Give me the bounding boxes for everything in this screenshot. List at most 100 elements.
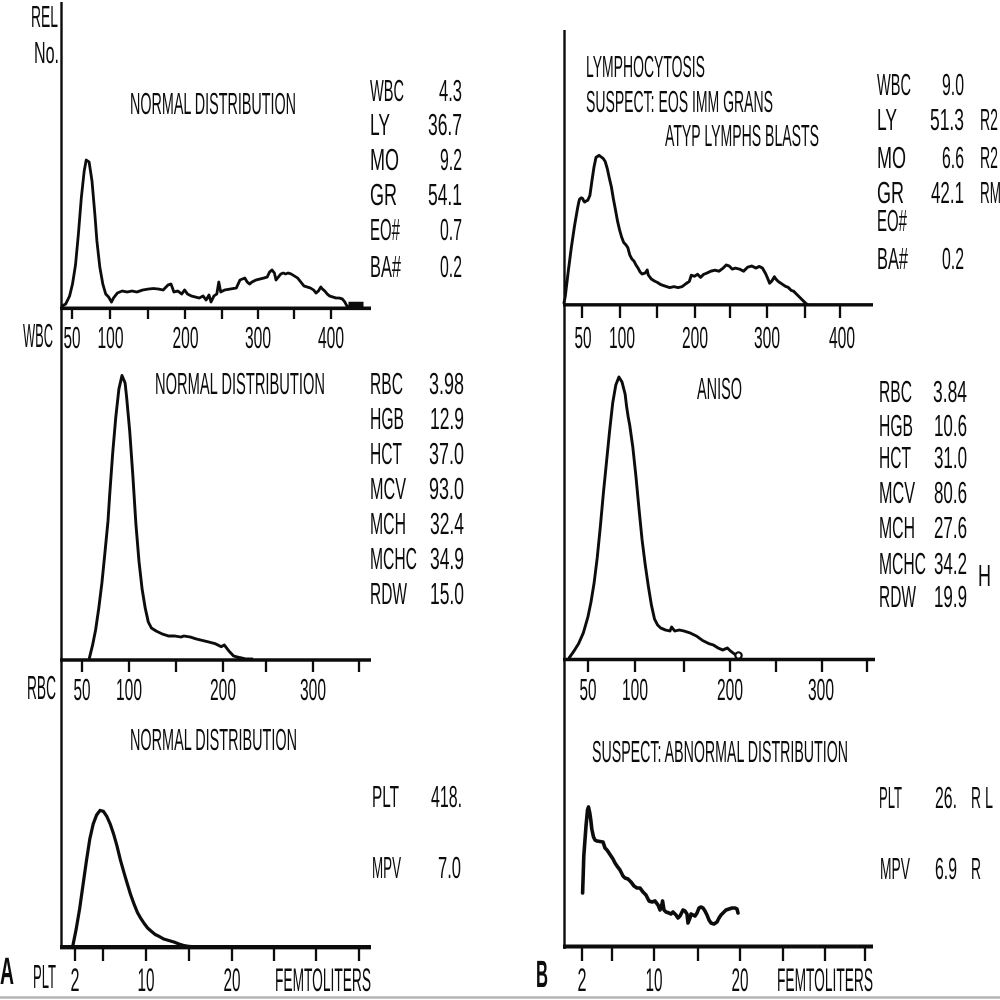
svg-text:MCH: MCH <box>879 511 915 545</box>
svg-text:RBC: RBC <box>370 367 403 401</box>
svg-text:HGB: HGB <box>879 409 913 443</box>
svg-text:42.1: 42.1 <box>931 176 964 210</box>
svg-text:19.9: 19.9 <box>934 580 967 614</box>
svg-text:50: 50 <box>74 672 91 707</box>
svg-text:6.9: 6.9 <box>935 852 957 886</box>
svg-text:34.2: 34.2 <box>934 547 967 581</box>
svg-text:200: 200 <box>173 320 199 355</box>
svg-text:EO#: EO# <box>370 213 400 247</box>
svg-text:0.2: 0.2 <box>440 250 462 284</box>
svg-text:FEMTOLITERS: FEMTOLITERS <box>777 962 873 998</box>
svg-text:50: 50 <box>580 672 597 707</box>
svg-text:WBC: WBC <box>877 68 911 102</box>
svg-text:A: A <box>0 951 14 993</box>
svg-text:RBC: RBC <box>879 375 912 409</box>
svg-text:6.6: 6.6 <box>942 141 964 175</box>
svg-text:L: L <box>985 781 993 815</box>
svg-text:20: 20 <box>224 962 241 998</box>
svg-text:50: 50 <box>575 320 592 355</box>
svg-text:400: 400 <box>829 320 855 355</box>
svg-text:3.98: 3.98 <box>429 367 464 401</box>
svg-text:REL: REL <box>31 0 58 34</box>
svg-text:HGB: HGB <box>370 402 404 436</box>
svg-text:54.1: 54.1 <box>428 178 462 212</box>
svg-text:ANISO: ANISO <box>697 372 742 406</box>
svg-text:NORMAL DISTRIBUTION: NORMAL DISTRIBUTION <box>130 723 297 757</box>
svg-text:GR: GR <box>370 178 397 212</box>
svg-text:RDW: RDW <box>370 577 407 611</box>
svg-text:100: 100 <box>116 672 142 707</box>
svg-text:12.9: 12.9 <box>430 402 464 436</box>
svg-text:R: R <box>971 781 981 815</box>
svg-text:9.0: 9.0 <box>942 68 964 102</box>
svg-text:SUSPECT: EOS IMM GRANS: SUSPECT: EOS IMM GRANS <box>586 85 773 119</box>
svg-text:LY: LY <box>877 103 897 137</box>
svg-text:RDW: RDW <box>879 580 916 614</box>
svg-text:400: 400 <box>318 320 344 355</box>
svg-text:NORMAL DISTRIBUTION: NORMAL DISTRIBUTION <box>155 367 325 401</box>
svg-text:LY: LY <box>370 108 390 142</box>
svg-text:MCH: MCH <box>370 507 406 541</box>
svg-text:FEMTOLITERS: FEMTOLITERS <box>275 962 371 998</box>
svg-text:SUSPECT: ABNORMAL DISTRIBUTION: SUSPECT: ABNORMAL DISTRIBUTION <box>592 735 848 769</box>
svg-text:WBC: WBC <box>370 74 404 108</box>
svg-text:MCV: MCV <box>879 476 915 510</box>
svg-text:R2: R2 <box>980 141 998 175</box>
svg-text:WBC: WBC <box>23 317 53 354</box>
svg-text:20: 20 <box>732 962 749 998</box>
svg-text:MO: MO <box>877 141 906 175</box>
svg-text:34.9: 34.9 <box>430 542 464 576</box>
svg-text:10.6: 10.6 <box>934 409 967 443</box>
svg-text:HCT: HCT <box>370 437 402 471</box>
svg-text:R: R <box>971 852 981 886</box>
svg-text:80.6: 80.6 <box>934 476 967 510</box>
svg-text:ATYP LYMPHS BLASTS: ATYP LYMPHS BLASTS <box>665 119 819 153</box>
svg-text:9.2: 9.2 <box>440 143 462 177</box>
svg-text:MCHC: MCHC <box>370 542 417 576</box>
svg-text:RM: RM <box>980 176 1000 210</box>
svg-text:100: 100 <box>98 320 124 355</box>
svg-text:200: 200 <box>210 672 236 707</box>
svg-text:GR: GR <box>877 176 904 210</box>
svg-text:H: H <box>978 559 991 593</box>
svg-text:0.2: 0.2 <box>942 242 964 276</box>
svg-text:MPV: MPV <box>372 851 401 885</box>
svg-text:4.3: 4.3 <box>439 74 462 108</box>
svg-text:EO#: EO# <box>877 204 907 238</box>
svg-text:300: 300 <box>245 320 271 355</box>
svg-text:MCV: MCV <box>370 472 406 506</box>
svg-text:BA#: BA# <box>877 242 908 276</box>
svg-text:PLT: PLT <box>372 780 399 814</box>
svg-text:51.3: 51.3 <box>930 103 964 137</box>
svg-text:15.0: 15.0 <box>430 577 464 611</box>
svg-text:No.: No. <box>34 36 59 70</box>
svg-text:0.7: 0.7 <box>440 213 462 247</box>
svg-text:100: 100 <box>622 672 648 707</box>
svg-text:32.4: 32.4 <box>430 507 464 541</box>
svg-text:RBC: RBC <box>27 669 56 706</box>
svg-text:BA#: BA# <box>370 250 401 284</box>
svg-text:MCHC: MCHC <box>879 547 926 581</box>
svg-text:31.0: 31.0 <box>934 441 967 475</box>
svg-text:MO: MO <box>370 143 399 177</box>
svg-text:7.0: 7.0 <box>438 851 461 885</box>
svg-text:10: 10 <box>646 962 663 998</box>
svg-text:10: 10 <box>138 962 155 998</box>
svg-text:PLT: PLT <box>879 781 902 815</box>
svg-text:300: 300 <box>754 320 780 355</box>
svg-text:MPV: MPV <box>880 852 910 886</box>
svg-text:NORMAL DISTRIBUTION: NORMAL DISTRIBUTION <box>130 87 296 121</box>
svg-text:27.6: 27.6 <box>934 511 967 545</box>
svg-text:300: 300 <box>300 672 326 707</box>
svg-text:R2: R2 <box>980 103 998 137</box>
svg-text:300: 300 <box>808 672 834 707</box>
svg-text:HCT: HCT <box>879 441 911 475</box>
svg-text:37.0: 37.0 <box>429 437 464 471</box>
svg-text:PLT: PLT <box>33 958 56 995</box>
svg-text:B: B <box>536 954 548 996</box>
svg-text:200: 200 <box>717 672 743 707</box>
svg-text:36.7: 36.7 <box>428 108 462 142</box>
svg-text:93.0: 93.0 <box>429 472 464 506</box>
svg-text:2: 2 <box>578 962 587 998</box>
svg-text:3.84: 3.84 <box>933 375 967 409</box>
